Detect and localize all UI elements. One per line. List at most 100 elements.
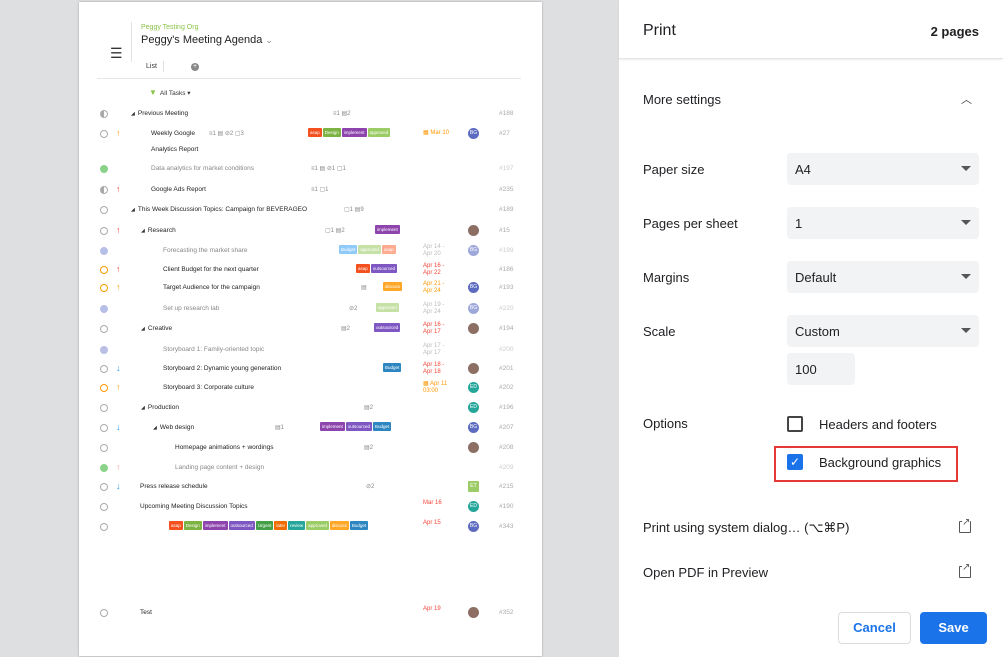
tag-list: discuss: [383, 282, 403, 291]
tag-list: asap Design implement outsourced Urgent …: [169, 521, 369, 530]
status-icon: [100, 346, 108, 354]
status-icon: [100, 609, 108, 617]
task-row: ↑ ◢ Research ▢1 ▤2 implement #15: [79, 225, 542, 241]
paper-size-select[interactable]: A4: [787, 153, 979, 185]
filter: ▼ All Tasks ▾: [149, 88, 191, 97]
task-meta: ≡1 ▤2: [333, 111, 351, 117]
tag: discuss: [383, 282, 403, 291]
preview-page: ☰ Peggy Testing Org Peggy's Meeting Agen…: [79, 2, 542, 656]
system-dialog-link[interactable]: Print using system dialog… (⌥⌘P): [643, 520, 850, 535]
avatar: ET: [468, 481, 479, 492]
task-row: ◢ Production ▤2 ED #196: [79, 402, 542, 418]
options-label: Options: [643, 416, 688, 431]
task-row: ↓ Press release schedule ⊘2 ET #215: [79, 481, 542, 497]
status-icon: [100, 284, 108, 292]
task-name-text: Creative: [147, 325, 173, 332]
task-row: ↓ Storyboard 2: Dynamic young generation…: [79, 362, 542, 379]
task-row: ◢ Creative ▤2 outsourced Apr 16 - Apr 17 …: [79, 322, 542, 339]
status-icon: [100, 130, 108, 138]
task-meta: ≡1 ▤ ⊘1 ▢1: [311, 166, 346, 172]
collapse-icon: ◢: [131, 207, 135, 213]
tag-list: Budget approved asap: [339, 245, 396, 254]
pages-per-sheet-select[interactable]: 1: [787, 207, 979, 239]
task-name: Upcoming Meeting Discussion Topics: [140, 503, 248, 510]
paper-size-label: Paper size: [643, 162, 705, 177]
scale-percent-input[interactable]: 100: [787, 353, 855, 385]
headers-footers-label[interactable]: Headers and footers: [819, 417, 937, 432]
print-settings-panel: Print 2 pages More settings ︿ Paper size…: [619, 0, 1003, 657]
due-date: Apr 18 - Apr 18: [423, 362, 445, 375]
menu-icon: ☰: [110, 45, 123, 61]
cancel-button[interactable]: Cancel: [838, 612, 911, 644]
task-name-text: Previous Meeting: [137, 110, 189, 117]
task-row: Homepage animations + wordings ▤2 #208: [79, 442, 542, 458]
due-date: Mar 16: [423, 500, 442, 506]
scale-label: Scale: [643, 324, 676, 339]
agenda-title: Peggy's Meeting Agenda ⌄: [141, 34, 273, 46]
tag: Design: [183, 521, 202, 530]
margins-select[interactable]: Default: [787, 261, 979, 293]
task-id: #202: [499, 384, 514, 391]
task-name: Press release schedule: [140, 483, 208, 490]
status-icon: [100, 384, 108, 392]
task-name: Target Audience for the campaign: [163, 284, 260, 291]
chevron-up-icon[interactable]: ︿: [961, 94, 972, 106]
task-row: Upcoming Meeting Discussion Topics Mar 1…: [79, 500, 542, 517]
status-icon: [100, 424, 108, 432]
calendar-icon: ▦: [423, 130, 429, 136]
background-graphics-checkbox[interactable]: ✓: [787, 454, 803, 470]
task-row: ↑ Landing page content + design #209: [79, 462, 542, 478]
task-meta: ▢1 ▤9: [344, 207, 364, 213]
task-meta: ▤1: [275, 425, 285, 431]
status-icon: [100, 404, 108, 412]
tag: implement: [202, 521, 228, 530]
open-external-icon[interactable]: [959, 517, 971, 533]
agenda-title-text: Peggy's Meeting Agenda: [141, 34, 263, 46]
print-preview-area: ☰ Peggy Testing Org Peggy's Meeting Agen…: [79, 2, 542, 656]
due-date: Apr 16 - Apr 17: [423, 322, 445, 335]
task-row: ◢ Previous Meeting ≡1 ▤2 #188: [79, 110, 542, 124]
scale-value: Custom: [795, 324, 840, 339]
tag: asap: [382, 245, 396, 254]
open-pdf-link[interactable]: Open PDF in Preview: [643, 565, 768, 580]
task-meta: ▤: [361, 285, 367, 291]
tag: outsourced: [374, 323, 401, 332]
priority-icon: ↑: [116, 184, 121, 194]
status-icon: [100, 325, 108, 333]
task-row: ↑ Weekly Google Analytics Report ≡1 ▤ ⊘2…: [79, 128, 542, 153]
status-icon: [100, 523, 108, 531]
open-external-icon[interactable]: [959, 562, 971, 578]
task-name: Google Ads Report: [151, 186, 206, 193]
highlight-box: [774, 446, 958, 482]
avatar: BG: [468, 282, 479, 293]
status-icon: [100, 110, 108, 118]
tag: implement: [375, 225, 400, 234]
background-graphics-label[interactable]: Background graphics: [819, 455, 942, 470]
task-id: #15: [499, 227, 510, 234]
dropdown-arrow-icon: [961, 274, 971, 279]
scale-select[interactable]: Custom: [787, 315, 979, 347]
task-name: ◢ Research: [141, 227, 176, 234]
priority-icon: ↑: [116, 264, 121, 274]
due-date: Apr 14 - Apr 20: [423, 244, 445, 257]
due-date: Apr 17 - Apr 17: [423, 343, 445, 356]
save-button[interactable]: Save: [920, 612, 987, 644]
task-id: #186: [499, 266, 514, 273]
task-name: ◢ Previous Meeting: [131, 110, 188, 117]
task-name: ◢ This Week Discussion Topics: Campaign f…: [131, 206, 307, 213]
tag-list: asap Design implement approved: [308, 128, 391, 137]
task-id: #208: [499, 444, 514, 451]
task-id: #235: [499, 186, 514, 193]
more-settings-toggle[interactable]: More settings: [643, 92, 722, 107]
dropdown-arrow-icon: [961, 166, 971, 171]
avatar: [468, 607, 479, 618]
headers-footers-checkbox[interactable]: [787, 416, 803, 432]
tag: discuss: [329, 521, 349, 530]
due-date: Apr 15: [423, 520, 441, 526]
avatar: [468, 323, 479, 334]
avatar: ED: [468, 382, 479, 393]
tag: Budget: [373, 422, 392, 431]
tag: approved: [367, 128, 391, 137]
task-row: Forecasting the market share Budget appr…: [79, 244, 542, 261]
task-meta: ⊘2: [349, 306, 358, 312]
